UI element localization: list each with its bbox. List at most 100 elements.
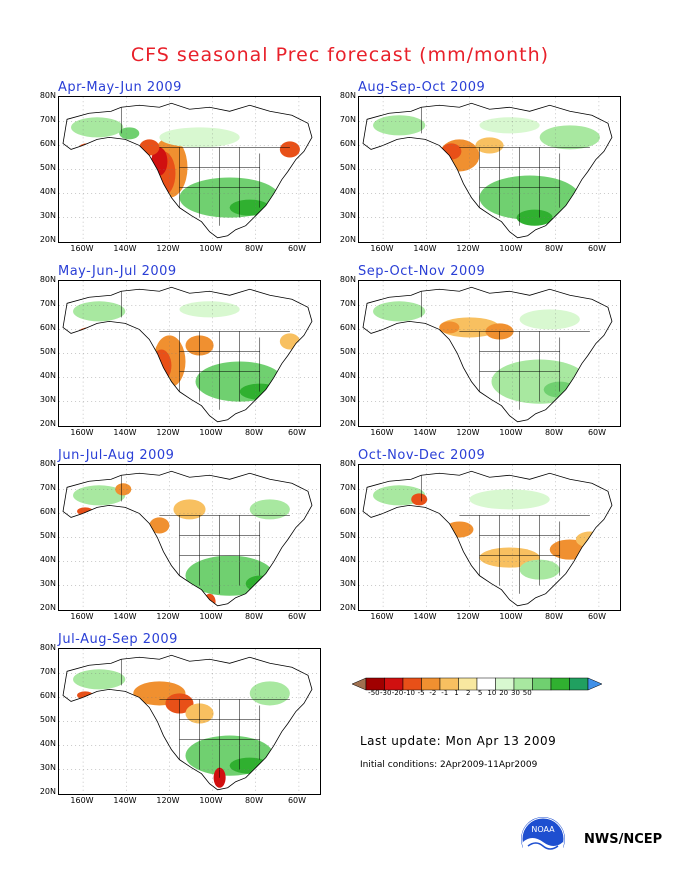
anomaly-region [479, 547, 540, 568]
lon-tick-label: 60W [587, 428, 607, 437]
lat-tick-label: 50N [339, 347, 356, 356]
lat-tick-label: 70N [39, 483, 56, 492]
lat-tick-label: 60N [39, 139, 56, 148]
anomaly-region [79, 143, 96, 152]
legend-value-label: -2 [429, 689, 437, 697]
lon-tick-label: 60W [287, 612, 307, 621]
lon-tick-label: 100W [499, 612, 523, 621]
panel-season-label: Oct-Nov-Dec 2009 [358, 448, 486, 463]
anomaly-region [587, 287, 612, 294]
anomaly-region [179, 177, 280, 218]
coastline [62, 102, 313, 239]
lon-tick-label: 160W [370, 428, 394, 437]
panel-season-label: Sep-Oct-Nov 2009 [358, 264, 486, 279]
lat-tick-label: 70N [39, 115, 56, 124]
anomaly-region [516, 209, 553, 226]
anomaly-region [479, 117, 540, 134]
lon-tick-label: 120W [456, 428, 480, 437]
anomaly-region [203, 593, 216, 606]
lat-tick-label: 30N [339, 579, 356, 588]
noaa-logo-text: NOAA [531, 825, 555, 834]
anomaly-region [411, 493, 428, 506]
lon-tick-label: 100W [499, 428, 523, 437]
legend-labels: -50-30-20-10 -5 -2 -1 1 2 5 10 20 30 50 [368, 689, 533, 697]
lat-tick-label: 80N [39, 643, 56, 652]
coastline [362, 102, 613, 239]
coastline [362, 470, 613, 607]
anomaly-region [469, 489, 550, 510]
lat-tick-label: 40N [39, 739, 56, 748]
legend-value-label: 20 [499, 689, 509, 697]
lon-tick-label: 160W [70, 612, 94, 621]
lon-tick-label: 140W [413, 612, 437, 621]
precip-map [358, 280, 621, 427]
legend-value-label: -10 [403, 689, 415, 697]
anomaly-region [539, 125, 600, 150]
anomaly-region [279, 333, 300, 350]
forecast-panel: May-Jun-Jul 2009 80N 70N 60N 50N 40N 30N 20N 160… [34, 264, 354, 454]
anomaly-region [149, 517, 170, 534]
lat-tick-label: 50N [39, 715, 56, 724]
lat-tick-label: 30N [39, 211, 56, 220]
coastline [62, 286, 313, 423]
anomaly-region [159, 127, 240, 148]
anomaly-region [73, 669, 126, 690]
lon-tick-label: 80W [544, 612, 564, 621]
anomaly-region [139, 139, 160, 156]
panel-season-label: Aug-Sep-Oct 2009 [358, 80, 486, 95]
political-borders [420, 107, 590, 226]
anomaly-region [79, 327, 100, 336]
lat-tick-label: 50N [39, 531, 56, 540]
lon-tick-label: 100W [199, 244, 223, 253]
forecast-panel: Oct-Nov-Dec 2009 80N 70N 60N 50N 40N 30N 20N 160… [334, 448, 654, 638]
lat-tick-label: 70N [339, 299, 356, 308]
lon-tick-label: 120W [156, 796, 180, 805]
lon-tick-label: 100W [199, 428, 223, 437]
noaa-logo-icon: NOAA [521, 817, 565, 862]
precip-map [358, 464, 621, 611]
political-borders [420, 291, 590, 410]
lon-tick-label: 140W [113, 428, 137, 437]
lat-tick-label: 30N [339, 395, 356, 404]
political-borders [120, 291, 290, 410]
lat-tick-label: 80N [339, 459, 356, 468]
anomaly-region [475, 137, 504, 154]
anomaly-region [173, 499, 206, 520]
legend-value-label: 10 [487, 689, 497, 697]
lat-tick-label: 80N [39, 91, 56, 100]
legend-value-label: -1 [441, 689, 449, 697]
forecast-panel: Sep-Oct-Nov 2009 80N 70N 60N 50N 40N 30N 20N 160… [334, 264, 654, 454]
lat-tick-label: 50N [339, 163, 356, 172]
forecast-panel: Jul-Aug-Sep 2009 80N 70N 60N 50N 40N 30N 20N 160… [34, 632, 354, 822]
lon-tick-label: 120W [456, 612, 480, 621]
lat-tick-label: 20N [39, 603, 56, 612]
lon-tick-label: 160W [70, 796, 94, 805]
legend-value-label: -50 [368, 689, 380, 697]
anomaly-region [119, 127, 140, 140]
lon-tick-label: 160W [70, 244, 94, 253]
lat-tick-label: 20N [339, 419, 356, 428]
lat-tick-label: 80N [339, 91, 356, 100]
anomaly-region [441, 143, 462, 160]
panel-season-label: Jun-Jul-Aug 2009 [58, 448, 175, 463]
lon-tick-label: 80W [244, 796, 264, 805]
lat-tick-label: 40N [39, 371, 56, 380]
coastline [62, 470, 313, 607]
lon-tick-label: 60W [587, 612, 607, 621]
lat-tick-label: 70N [39, 667, 56, 676]
legend-value-label: 2 [466, 689, 471, 697]
lon-tick-label: 60W [287, 428, 307, 437]
anomaly-region [73, 485, 126, 506]
lat-tick-label: 70N [339, 115, 356, 124]
lat-tick-label: 30N [39, 395, 56, 404]
forecast-panel: Apr-May-Jun 2009 80N 70N 60N 50N 40N 30N 20N 160… [34, 80, 354, 270]
lat-tick-label: 60N [339, 507, 356, 516]
precip-map [58, 464, 321, 611]
lat-tick-label: 50N [339, 531, 356, 540]
anomaly-region [71, 117, 124, 138]
lat-tick-label: 40N [339, 371, 356, 380]
anomaly-region [479, 175, 580, 220]
legend-color-box [550, 677, 570, 691]
lat-tick-label: 70N [39, 299, 56, 308]
anomaly-region [373, 115, 426, 136]
